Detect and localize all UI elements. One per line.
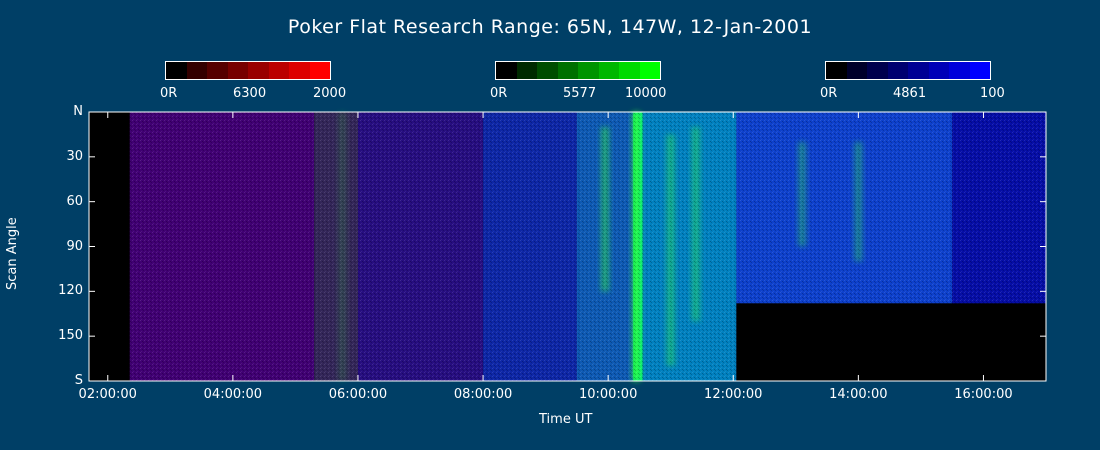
colorbar-swatch xyxy=(867,62,888,79)
y-tick-label: 120 xyxy=(58,283,83,299)
y-tick-label: S xyxy=(74,373,83,388)
colorbar-swatch xyxy=(186,62,207,79)
y-tick-label: N xyxy=(73,104,83,119)
colorbar-swatch xyxy=(537,62,558,79)
y-tick-label: 90 xyxy=(66,238,83,254)
colorbar-swatch xyxy=(578,62,599,79)
x-tick-label: 12:00:00 xyxy=(704,387,763,402)
colorbar-swatch xyxy=(846,62,867,79)
chart-title: Poker Flat Research Range: 65N, 147W, 12… xyxy=(287,16,813,38)
colorbar-swatch xyxy=(166,62,187,79)
colorbar-swatch xyxy=(949,62,970,79)
colorbar-6300-mid-label: 6300 xyxy=(233,86,267,101)
no-data-regions xyxy=(89,112,1046,381)
colorbar-6300 xyxy=(165,61,331,80)
colorbar-4861-mid-label: 4861 xyxy=(893,86,927,101)
colorbar-swatch xyxy=(598,62,619,79)
colorbar-swatch xyxy=(207,62,228,79)
no-data-region xyxy=(89,112,130,381)
colorbar-6300-high-label: 2000 xyxy=(313,86,347,101)
x-tick-label: 02:00:00 xyxy=(78,387,137,402)
colorbar-swatch xyxy=(496,62,517,79)
x-tick-label: 06:00:00 xyxy=(328,387,388,402)
colorbar-5577-low-label: 0R xyxy=(490,86,508,101)
x-tick-label: 14:00:00 xyxy=(829,387,888,402)
y-tick-label: 30 xyxy=(66,148,83,164)
colorbar-swatch xyxy=(619,62,640,79)
colorbar-6300-low-label: 0R xyxy=(160,86,178,101)
x-tick-label: 08:00:00 xyxy=(453,387,513,402)
colorbar-swatch xyxy=(268,62,289,79)
x-tick-label: 04:00:00 xyxy=(203,387,263,402)
colorbar-5577 xyxy=(495,61,661,80)
x-axis-label: Time UT xyxy=(539,412,593,427)
colorbar-swatch xyxy=(227,62,248,79)
colorbar-swatch xyxy=(887,62,908,79)
colorbar-4861-low-label: 0R xyxy=(820,86,838,101)
colorbar-swatch xyxy=(826,62,847,79)
colorbar-4861-high-label: 100 xyxy=(980,86,1005,101)
colorbar-5577-high-label: 10000 xyxy=(625,86,667,101)
x-tick-label: 10:00:00 xyxy=(578,387,638,402)
x-tick-label: 16:00:00 xyxy=(954,387,1013,402)
y-tick-label: 60 xyxy=(66,193,83,209)
colorbar-swatch xyxy=(557,62,578,79)
colorbar-4861 xyxy=(825,61,991,80)
axis-ticks xyxy=(89,111,1046,382)
y-axis-label: Scan Angle xyxy=(5,217,20,290)
colorbar-5577-mid-label: 5577 xyxy=(563,86,597,101)
colorbar-swatch xyxy=(908,62,929,79)
no-data-region xyxy=(736,303,1046,381)
colorbar-swatch xyxy=(639,62,660,79)
colorbar-swatch xyxy=(248,62,269,79)
y-tick-label: 150 xyxy=(58,328,83,344)
colorbar-swatch xyxy=(516,62,537,79)
colorbar-swatch xyxy=(309,62,330,79)
colorbar-swatch xyxy=(969,62,990,79)
colorbar-swatch xyxy=(289,62,310,79)
colorbar-swatch xyxy=(928,62,949,79)
